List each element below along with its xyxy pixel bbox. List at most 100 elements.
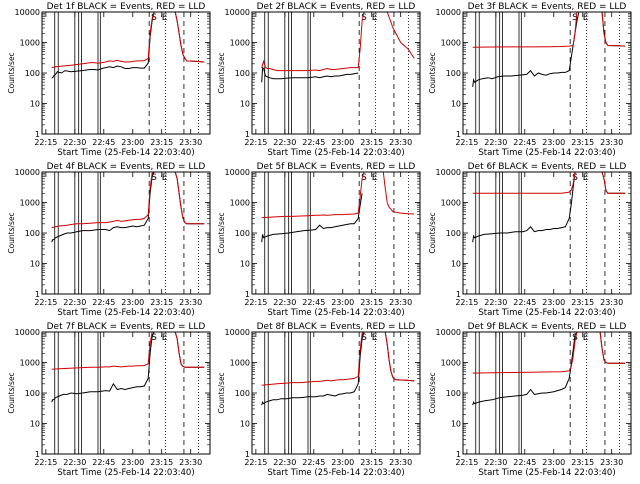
x-tick-label: 23:30 bbox=[389, 138, 412, 147]
series-line-lld bbox=[51, 12, 205, 69]
series-line-events bbox=[261, 66, 359, 83]
y-tick-label: 1 bbox=[456, 290, 461, 299]
plot-frame bbox=[251, 171, 421, 295]
y-axis-label: Counts/sec bbox=[7, 372, 16, 413]
x-tick-label: 22:30 bbox=[484, 298, 507, 307]
y-tick-label: 100 bbox=[446, 389, 461, 398]
series-line-lld bbox=[261, 12, 415, 72]
flag-label: E bbox=[583, 333, 589, 343]
x-tick-label: 22:30 bbox=[273, 138, 296, 147]
y-tick-label: 1 bbox=[245, 290, 250, 299]
flag-label: E bbox=[162, 333, 168, 343]
x-axis-label: Start Time (25-Feb-14 22:03:40) bbox=[478, 308, 615, 318]
series-line-events bbox=[51, 12, 205, 79]
y-tick-label: 10 bbox=[240, 260, 250, 269]
flag-label: S bbox=[361, 333, 367, 343]
series-line-lld bbox=[472, 332, 626, 374]
flag-label: E bbox=[162, 173, 168, 183]
y-tick-label: 10 bbox=[451, 260, 461, 269]
x-tick-label: 22:15 bbox=[455, 138, 478, 147]
flag-label: E bbox=[372, 173, 378, 183]
y-tick-label: 10000 bbox=[15, 8, 40, 17]
chart-title: Det 2f BLACK = Events, RED = LLD bbox=[257, 2, 416, 12]
y-tick-label: 10 bbox=[30, 420, 40, 429]
y-tick-label: 10000 bbox=[436, 328, 461, 337]
x-tick-label: 22:30 bbox=[484, 458, 507, 467]
x-tick-label: 23:15 bbox=[571, 138, 594, 147]
y-tick-label: 10 bbox=[30, 100, 40, 109]
x-tick-label: 22:15 bbox=[34, 298, 57, 307]
x-tick-label: 22:15 bbox=[244, 298, 267, 307]
flag-label: E bbox=[372, 333, 378, 343]
x-tick-label: 22:15 bbox=[455, 458, 478, 467]
x-tick-label: 23:15 bbox=[150, 138, 173, 147]
x-tick-label: 23:30 bbox=[179, 458, 202, 467]
x-tick-label: 23:00 bbox=[121, 298, 144, 307]
y-tick-label: 1000 bbox=[20, 359, 40, 368]
x-tick-label: 23:00 bbox=[121, 138, 144, 147]
series-line-lld bbox=[51, 332, 205, 370]
series-line-events bbox=[472, 332, 626, 406]
x-tick-label: 22:45 bbox=[92, 138, 115, 147]
flag-label: S bbox=[572, 173, 578, 183]
x-tick-label: 22:45 bbox=[92, 298, 115, 307]
chart-title: Det 6f BLACK = Events, RED = LLD bbox=[468, 162, 627, 172]
y-axis-label: Counts/sec bbox=[428, 212, 437, 253]
x-tick-label: 22:15 bbox=[34, 458, 57, 467]
x-tick-label: 22:45 bbox=[302, 138, 325, 147]
flag-label: S bbox=[572, 13, 578, 23]
y-axis-label: Counts/sec bbox=[428, 372, 437, 413]
x-tick-label: 22:30 bbox=[63, 138, 86, 147]
y-tick-label: 100 bbox=[235, 229, 250, 238]
y-axis-label: Counts/sec bbox=[7, 212, 16, 253]
flag-label: S bbox=[361, 173, 367, 183]
y-tick-label: 1 bbox=[456, 450, 461, 459]
x-tick-label: 22:30 bbox=[273, 458, 296, 467]
x-tick-label: 23:30 bbox=[179, 138, 202, 147]
y-tick-label: 1000 bbox=[441, 359, 461, 368]
plot-frame bbox=[41, 331, 211, 455]
x-tick-label: 23:30 bbox=[179, 298, 202, 307]
y-tick-label: 10000 bbox=[15, 168, 40, 177]
y-tick-label: 1000 bbox=[230, 359, 250, 368]
y-tick-label: 1000 bbox=[20, 39, 40, 48]
y-axis-label: Counts/sec bbox=[217, 52, 226, 93]
x-tick-label: 23:30 bbox=[600, 138, 623, 147]
flag-label: E bbox=[583, 13, 589, 23]
x-tick-label: 22:15 bbox=[244, 458, 267, 467]
chart-title: Det 1f BLACK = Events, RED = LLD bbox=[47, 2, 206, 12]
y-tick-label: 10 bbox=[240, 100, 250, 109]
y-tick-label: 10000 bbox=[436, 8, 461, 17]
x-axis-label: Start Time (25-Feb-14 22:03:40) bbox=[478, 468, 615, 478]
y-tick-label: 1 bbox=[35, 130, 40, 139]
x-tick-label: 22:45 bbox=[513, 298, 536, 307]
x-tick-label: 23:30 bbox=[600, 298, 623, 307]
x-tick-label: 22:15 bbox=[455, 298, 478, 307]
x-tick-label: 22:45 bbox=[302, 298, 325, 307]
y-tick-label: 1 bbox=[245, 130, 250, 139]
chart-title: Det 7f BLACK = Events, RED = LLD bbox=[47, 322, 206, 332]
y-tick-label: 10000 bbox=[225, 8, 250, 17]
y-tick-label: 10000 bbox=[436, 168, 461, 177]
y-tick-label: 1000 bbox=[230, 39, 250, 48]
series-line-lld bbox=[261, 172, 415, 219]
x-tick-label: 22:30 bbox=[63, 458, 86, 467]
y-tick-label: 10 bbox=[451, 100, 461, 109]
y-tick-label: 10 bbox=[451, 420, 461, 429]
series-line-lld bbox=[472, 172, 626, 194]
x-axis-label: Start Time (25-Feb-14 22:03:40) bbox=[57, 148, 194, 158]
y-tick-label: 10000 bbox=[15, 328, 40, 337]
y-axis-label: Counts/sec bbox=[428, 52, 437, 93]
x-tick-label: 23:30 bbox=[389, 458, 412, 467]
series-line-lld bbox=[472, 12, 626, 48]
y-tick-label: 100 bbox=[446, 229, 461, 238]
x-tick-label: 22:30 bbox=[273, 298, 296, 307]
x-tick-label: 23:15 bbox=[571, 458, 594, 467]
y-tick-label: 1 bbox=[35, 290, 40, 299]
y-tick-label: 1000 bbox=[441, 39, 461, 48]
x-tick-label: 23:00 bbox=[121, 458, 144, 467]
